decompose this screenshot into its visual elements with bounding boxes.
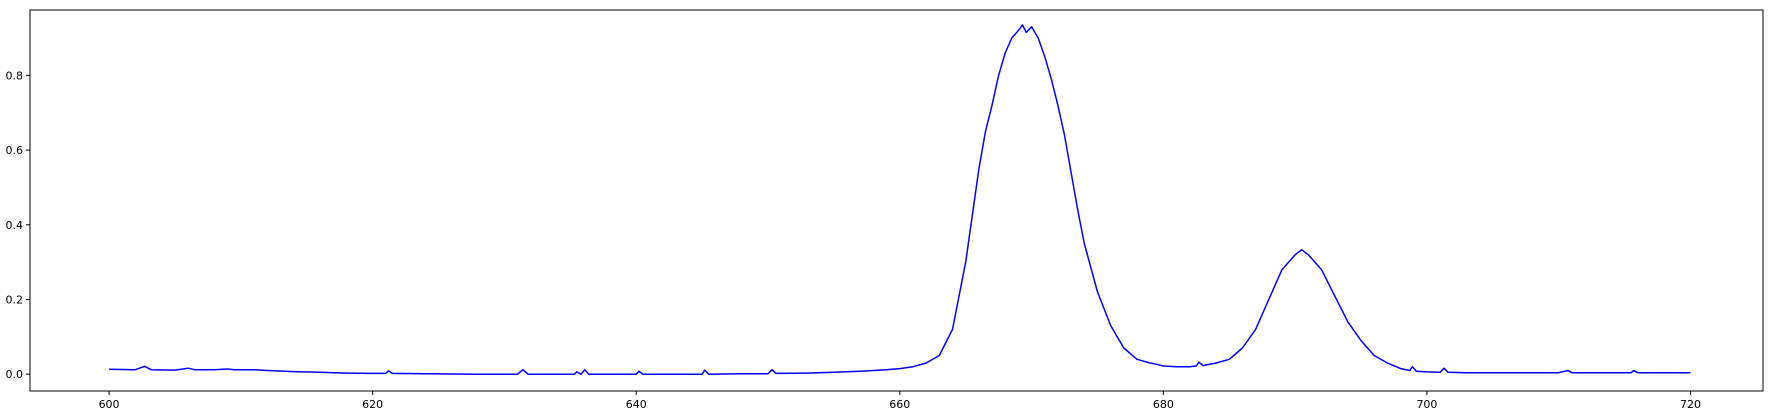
x-tick-label: 620 (362, 398, 383, 411)
x-tick-label: 600 (99, 398, 120, 411)
x-tick-label: 640 (626, 398, 647, 411)
x-tick-label: 680 (1153, 398, 1174, 411)
y-tick-label: 0.0 (6, 368, 24, 381)
x-tick-label: 720 (1680, 398, 1701, 411)
x-axis: 600 620 640 660 680 700 720 (99, 391, 1701, 411)
y-tick-label: 0.2 (6, 293, 24, 306)
plot-area-frame (29, 9, 1764, 392)
y-tick-label: 0.4 (6, 219, 24, 232)
y-tick-label: 0.8 (6, 69, 24, 82)
y-axis: 0.0 0.2 0.4 0.6 0.8 (6, 69, 30, 381)
x-tick-label: 660 (889, 398, 910, 411)
plot-content (109, 24, 1691, 375)
y-tick-label: 0.6 (6, 144, 24, 157)
series-line (109, 24, 1691, 375)
x-tick-label: 700 (1416, 398, 1437, 411)
